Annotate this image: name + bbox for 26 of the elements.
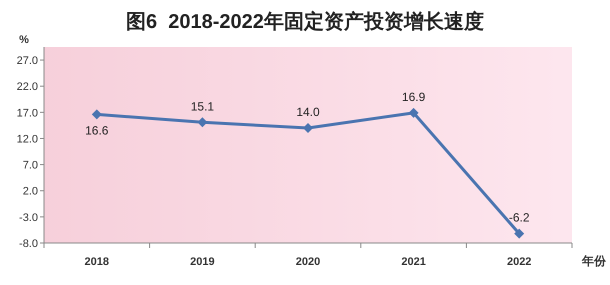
y-tick-label: 17.0	[16, 107, 38, 120]
x-tick-label: 2020	[296, 256, 320, 268]
data-label: 16.9	[402, 90, 426, 104]
data-label: 14.0	[296, 105, 320, 120]
point	[514, 228, 524, 239]
x-tick-label: 2019	[190, 256, 215, 268]
x-tick-label: 2021	[401, 256, 426, 268]
y-tick-label: -8.0	[19, 238, 38, 250]
point	[408, 108, 419, 118]
data-label: 15.1	[190, 99, 214, 114]
chart-title: 图6 2018-2022年固定资产投资增长速度	[126, 10, 484, 33]
x-axis-title: 年份	[581, 254, 607, 268]
data-label: 16.6	[85, 123, 109, 138]
point	[197, 117, 208, 128]
point	[303, 123, 313, 134]
y-tick-label: 7.0	[22, 160, 38, 172]
y-axis-title: %	[19, 34, 30, 46]
y-tick-label: 12.0	[16, 133, 38, 146]
y-tick-label: -3.0	[19, 212, 38, 224]
y-tick-label: 22.0	[16, 81, 38, 94]
x-tick-label: 2018	[84, 256, 110, 268]
data-label: -6.2	[508, 210, 530, 225]
y-tick-label: 27.0	[16, 55, 38, 68]
y-tick-label: 2.0	[22, 186, 38, 198]
point	[92, 109, 102, 120]
x-tick-label: 2022	[506, 256, 532, 268]
